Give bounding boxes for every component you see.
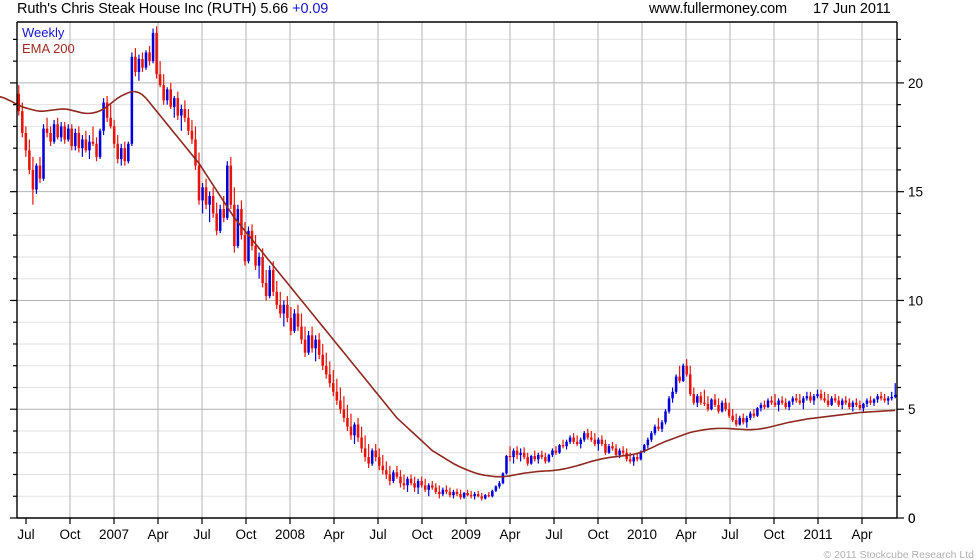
svg-text:5: 5 <box>908 402 916 417</box>
copyright-notice: © 2011 Stockcube Research Ltd <box>823 549 974 560</box>
svg-text:Apr: Apr <box>323 527 345 542</box>
chart-header: Ruth's Chris Steak House Inc (RUTH) 5.66… <box>0 0 980 22</box>
svg-text:0: 0 <box>908 511 916 526</box>
svg-text:Apr: Apr <box>851 527 873 542</box>
ema-200-line <box>0 90 896 478</box>
x-axis-tick-labels: Jul Oct 2007 Apr Jul Oct 2008 Apr Jul Oct 2009 Apr J… <box>17 527 873 542</box>
plot-background <box>17 22 897 518</box>
svg-text:Oct: Oct <box>763 527 784 542</box>
svg-text:Jul: Jul <box>17 527 34 542</box>
svg-text:2007: 2007 <box>99 527 129 542</box>
legend-weekly-label: Weekly <box>22 25 65 40</box>
svg-text:2010: 2010 <box>627 527 657 542</box>
svg-text:Oct: Oct <box>235 527 256 542</box>
svg-text:Jul: Jul <box>545 527 562 542</box>
svg-text:2008: 2008 <box>275 527 305 542</box>
candlestick-series <box>17 26 897 501</box>
y-axis-right-ticks <box>897 38 904 519</box>
svg-text:Oct: Oct <box>587 527 608 542</box>
instrument-title-text: Ruth's Chris Steak House Inc (RUTH) 5.66 <box>17 1 293 17</box>
svg-text:Jul: Jul <box>369 527 386 542</box>
svg-text:20: 20 <box>908 76 923 91</box>
svg-text:2009: 2009 <box>451 527 481 542</box>
x-axis-ticks <box>25 518 863 524</box>
website-label: www.fullermoney.com <box>649 1 788 17</box>
svg-text:0: 0 <box>908 511 916 526</box>
vertical-gridlines <box>69 22 863 518</box>
svg-text:Apr: Apr <box>147 527 169 542</box>
instrument-title: Ruth's Chris Steak House Inc (RUTH) 5.66… <box>17 1 328 17</box>
svg-text:Jul: Jul <box>721 527 738 542</box>
chart-canvas-wrapper: 0 5 10 15 20 0 Jul Oct 2007 Apr Jul Oct 2008 Apr Jul O… <box>0 20 980 560</box>
horizontal-minor-gridlines <box>17 38 897 497</box>
svg-text:Jul: Jul <box>193 527 210 542</box>
svg-text:Oct: Oct <box>59 527 80 542</box>
chart-date: 17 Jun 2011 <box>813 1 891 17</box>
price-change: +0.09 <box>292 1 329 17</box>
legend-ema-label: EMA 200 <box>22 41 75 56</box>
svg-text:Apr: Apr <box>675 527 697 542</box>
svg-text:Apr: Apr <box>499 527 521 542</box>
svg-text:15: 15 <box>908 185 923 200</box>
svg-text:Oct: Oct <box>411 527 432 542</box>
y-axis-left-ticks <box>10 38 17 519</box>
svg-text:2011: 2011 <box>803 527 832 542</box>
svg-text:10: 10 <box>908 293 923 308</box>
